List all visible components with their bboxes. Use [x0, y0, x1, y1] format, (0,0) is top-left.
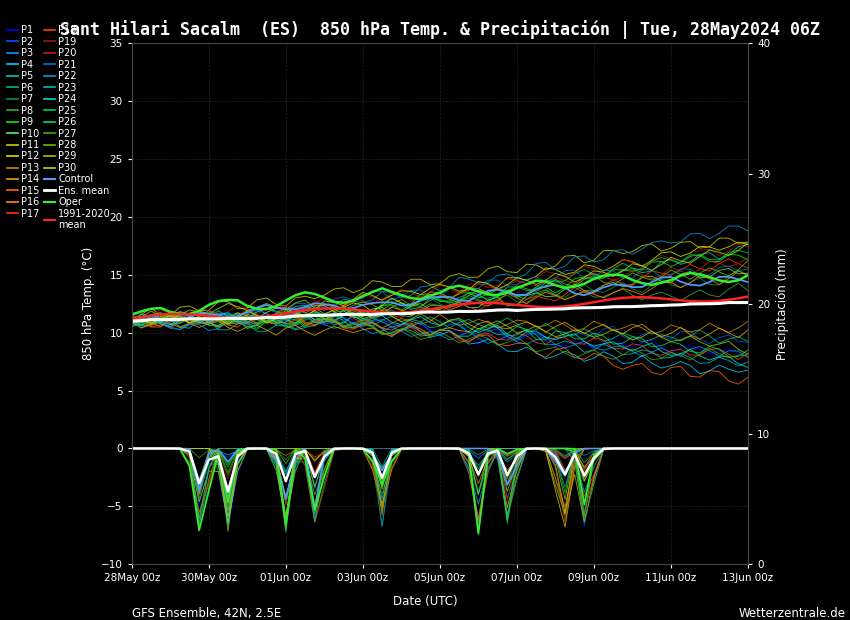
Text: Wetterzentrale.de: Wetterzentrale.de — [739, 607, 846, 620]
Y-axis label: Precipitación (mm): Precipitación (mm) — [776, 248, 789, 360]
Title: Sant Hilari Sacalm  (ES)  850 hPa Temp. & Precipitación | Tue, 28May2024 06Z: Sant Hilari Sacalm (ES) 850 hPa Temp. & … — [60, 20, 820, 39]
Text: GFS Ensemble, 42N, 2.5E: GFS Ensemble, 42N, 2.5E — [132, 607, 281, 620]
Legend: P1, P2, P3, P4, P5, P6, P7, P8, P9, P10, P11, P12, P13, P14, P15, P16, P17, P18,: P1, P2, P3, P4, P5, P6, P7, P8, P9, P10,… — [5, 24, 113, 233]
Text: Date (UTC): Date (UTC) — [393, 595, 457, 608]
Y-axis label: 850 hPa Temp. (°C): 850 hPa Temp. (°C) — [82, 247, 95, 360]
